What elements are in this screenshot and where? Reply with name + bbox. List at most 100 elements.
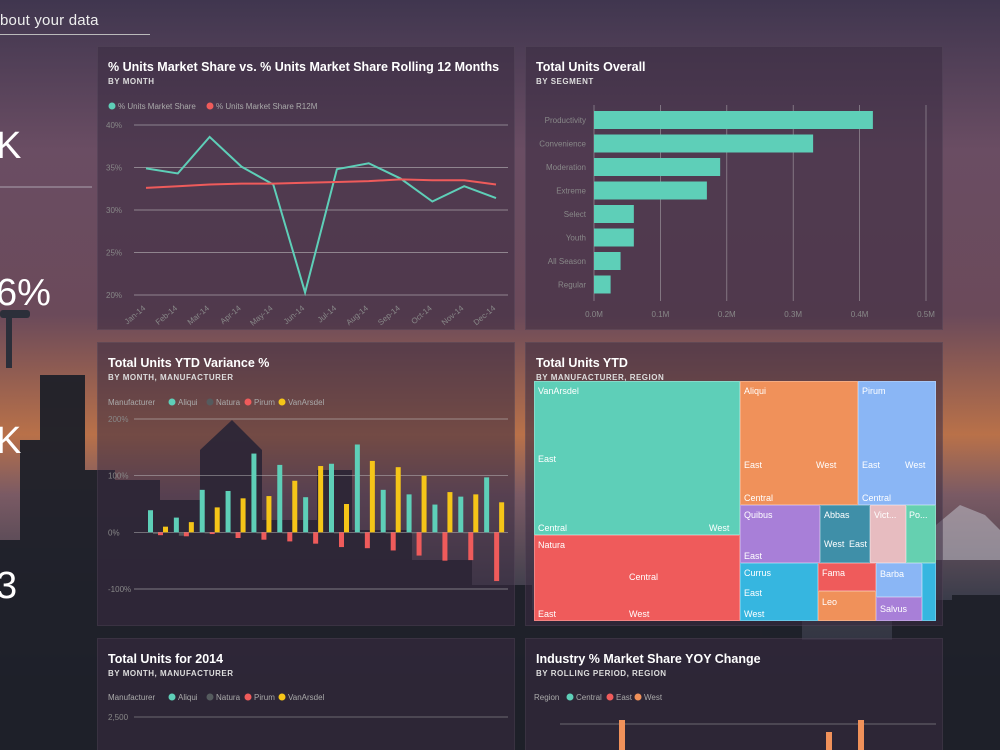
chart2-xtick: 0.4M — [851, 310, 869, 319]
chart3-legend-title: Manufacturer — [108, 398, 155, 407]
chart5-subtitle: BY MONTH, MANUFACTURER — [108, 669, 234, 678]
chart3-bar-vanarsdel — [473, 494, 479, 533]
chart2-title: Total Units Overall — [536, 60, 646, 74]
chart1-xtick: May-14 — [248, 303, 275, 327]
chart3-bar-natura — [282, 532, 288, 534]
chart2-category-label: Youth — [566, 234, 586, 243]
tile-total-units-2014[interactable]: Total Units for 2014 BY MONTH, MANUFACTU… — [97, 638, 515, 750]
chart3-bar-aliqui — [148, 510, 153, 533]
chart2-xtick: 0.0M — [585, 310, 603, 319]
kpi-value-2: 6% — [0, 272, 51, 314]
chart1-xtick: Apr-14 — [219, 303, 244, 326]
chart2-bar — [594, 252, 621, 270]
treemap-label-east: East — [744, 588, 763, 598]
chart1-subtitle: BY MONTH — [108, 77, 155, 86]
tile-total-units-overall[interactable]: Total Units Overall BY SEGMENT 0.0M 0.1M 0… — [525, 46, 943, 330]
chart3-bar-pirum — [209, 532, 215, 535]
treemap-label-abbas: Abbas — [824, 510, 850, 520]
chart1-series-r12m — [145, 178, 497, 189]
treemap-pomum[interactable]: Po... — [906, 505, 936, 563]
chart3-bar-vanarsdel — [266, 496, 272, 533]
treemap-label-quibus: Quibus — [744, 510, 773, 520]
tile-industry-yoy[interactable]: Industry % Market Share YOY Change BY RO… — [525, 638, 943, 750]
chart2-bar — [594, 275, 611, 294]
treemap-label-pomum: Po... — [909, 510, 928, 520]
chart3-bar-pirum — [313, 532, 319, 544]
tile-ytd-variance[interactable]: Total Units YTD Variance % BY MONTH, MAN… — [97, 342, 515, 626]
chart1-xtick: Oct-14 — [409, 303, 434, 326]
legend-dot-r12m — [206, 102, 214, 110]
chart3-bar-pirum — [416, 532, 422, 556]
treemap-victoria[interactable]: Vict... — [870, 505, 906, 563]
chart1-ytick: 25% — [106, 249, 122, 258]
legend-dot-vanarsdel — [278, 693, 286, 701]
legend-vanarsdel: VanArsdel — [288, 693, 325, 702]
chart4-subtitle: BY MANUFACTURER, REGION — [536, 373, 665, 382]
chart1-ytick: 35% — [106, 164, 122, 173]
chart2-category-label: Extreme — [556, 187, 586, 196]
treemap-label-west: West — [816, 460, 837, 470]
chart3-ytick: -100% — [108, 585, 131, 594]
chart1-xtick: Jul-14 — [316, 303, 339, 324]
treemap-label-natura: Natura — [538, 540, 566, 550]
treemap-currus[interactable]: Currus East West — [740, 563, 818, 621]
chart3-bar-vanarsdel — [214, 507, 220, 533]
chart3-ytick: 200% — [108, 415, 128, 424]
kpi-value-3: K — [0, 420, 22, 462]
chart3-bar-natura — [463, 532, 469, 534]
chart2-xtick: 0.2M — [718, 310, 736, 319]
chart3-bar-natura — [308, 532, 314, 534]
chart3-bar-aliqui — [380, 489, 386, 533]
treemap-label-currus: Currus — [744, 568, 772, 578]
chart1-xtick: Aug-14 — [344, 303, 370, 327]
legend-dot-vanarsdel — [278, 398, 286, 406]
legend-west: West — [644, 693, 663, 702]
tile-ytd-treemap[interactable]: Total Units YTD BY MANUFACTURER, REGION … — [525, 342, 943, 626]
treemap-label-victoria: Vict... — [874, 510, 897, 520]
treemap-aliqui[interactable]: Aliqui East West Central — [740, 381, 858, 505]
chart3-bar-natura — [204, 532, 210, 534]
legend-dot-natura — [206, 398, 214, 406]
chart3-bar-vanarsdel — [344, 504, 349, 533]
chart1-xtick: Jun-14 — [282, 303, 307, 326]
treemap-pirum[interactable]: Pirum East West Central — [858, 381, 936, 505]
chart3-bar-aliqui — [484, 477, 490, 533]
treemap-label-leo: Leo — [822, 597, 838, 607]
tile-market-share-line[interactable]: % Units Market Share vs. % Units Market … — [97, 46, 515, 330]
treemap-label-east: East — [744, 551, 763, 561]
treemap-fama[interactable]: Fama — [818, 563, 876, 591]
legend-share: % Units Market Share — [118, 102, 196, 111]
chart3-bar-pirum — [183, 532, 189, 537]
treemap-abbas[interactable]: Abbas West East — [820, 505, 870, 563]
chart2-svg: 0.0M 0.1M 0.2M 0.3M 0.4M 0.5M Productivity Conv… — [539, 105, 935, 319]
legend-aliqui: Aliqui — [178, 398, 198, 407]
chart3-ytick: 100% — [108, 472, 128, 481]
chart3-bar-natura — [230, 532, 236, 534]
chart3-bar-aliqui — [277, 464, 283, 533]
legend-dot-aliqui — [168, 693, 176, 701]
kpi-value-4: 3 — [0, 565, 18, 607]
treemap-quibus[interactable]: Quibus East — [740, 505, 820, 563]
treemap-label-west: West — [709, 523, 730, 533]
treemap-label-salvus: Salvus — [880, 604, 908, 614]
chart5-ytick: 2,500 — [108, 713, 129, 722]
legend-pirum: Pirum — [254, 398, 275, 407]
chart3-bar-pirum — [158, 532, 163, 536]
chart3-bar-vanarsdel — [421, 475, 427, 533]
treemap-label-central: Central — [862, 493, 892, 503]
chart1-ytick: 30% — [106, 206, 122, 215]
treemap-natura[interactable]: Natura Central East West — [534, 535, 740, 621]
chart1-ytick: 20% — [106, 291, 122, 300]
chart3-bar-aliqui — [458, 496, 464, 533]
treemap-label-west: West — [744, 609, 765, 619]
treemap-barba[interactable]: Barba — [876, 563, 922, 597]
treemap-label-east: East — [744, 460, 763, 470]
treemap-other[interactable] — [922, 563, 936, 621]
treemap-salvus[interactable]: Salvus — [876, 597, 922, 621]
treemap-leo[interactable]: Leo — [818, 591, 876, 621]
treemap-vanarsdel[interactable]: VanArsdel East Central West — [534, 381, 740, 535]
chart3-bar-pirum — [468, 532, 474, 561]
legend-r12m: % Units Market Share R12M — [216, 102, 318, 111]
chart6-svg: Region Central East West — [534, 693, 936, 750]
legend-dot-natura — [206, 693, 214, 701]
